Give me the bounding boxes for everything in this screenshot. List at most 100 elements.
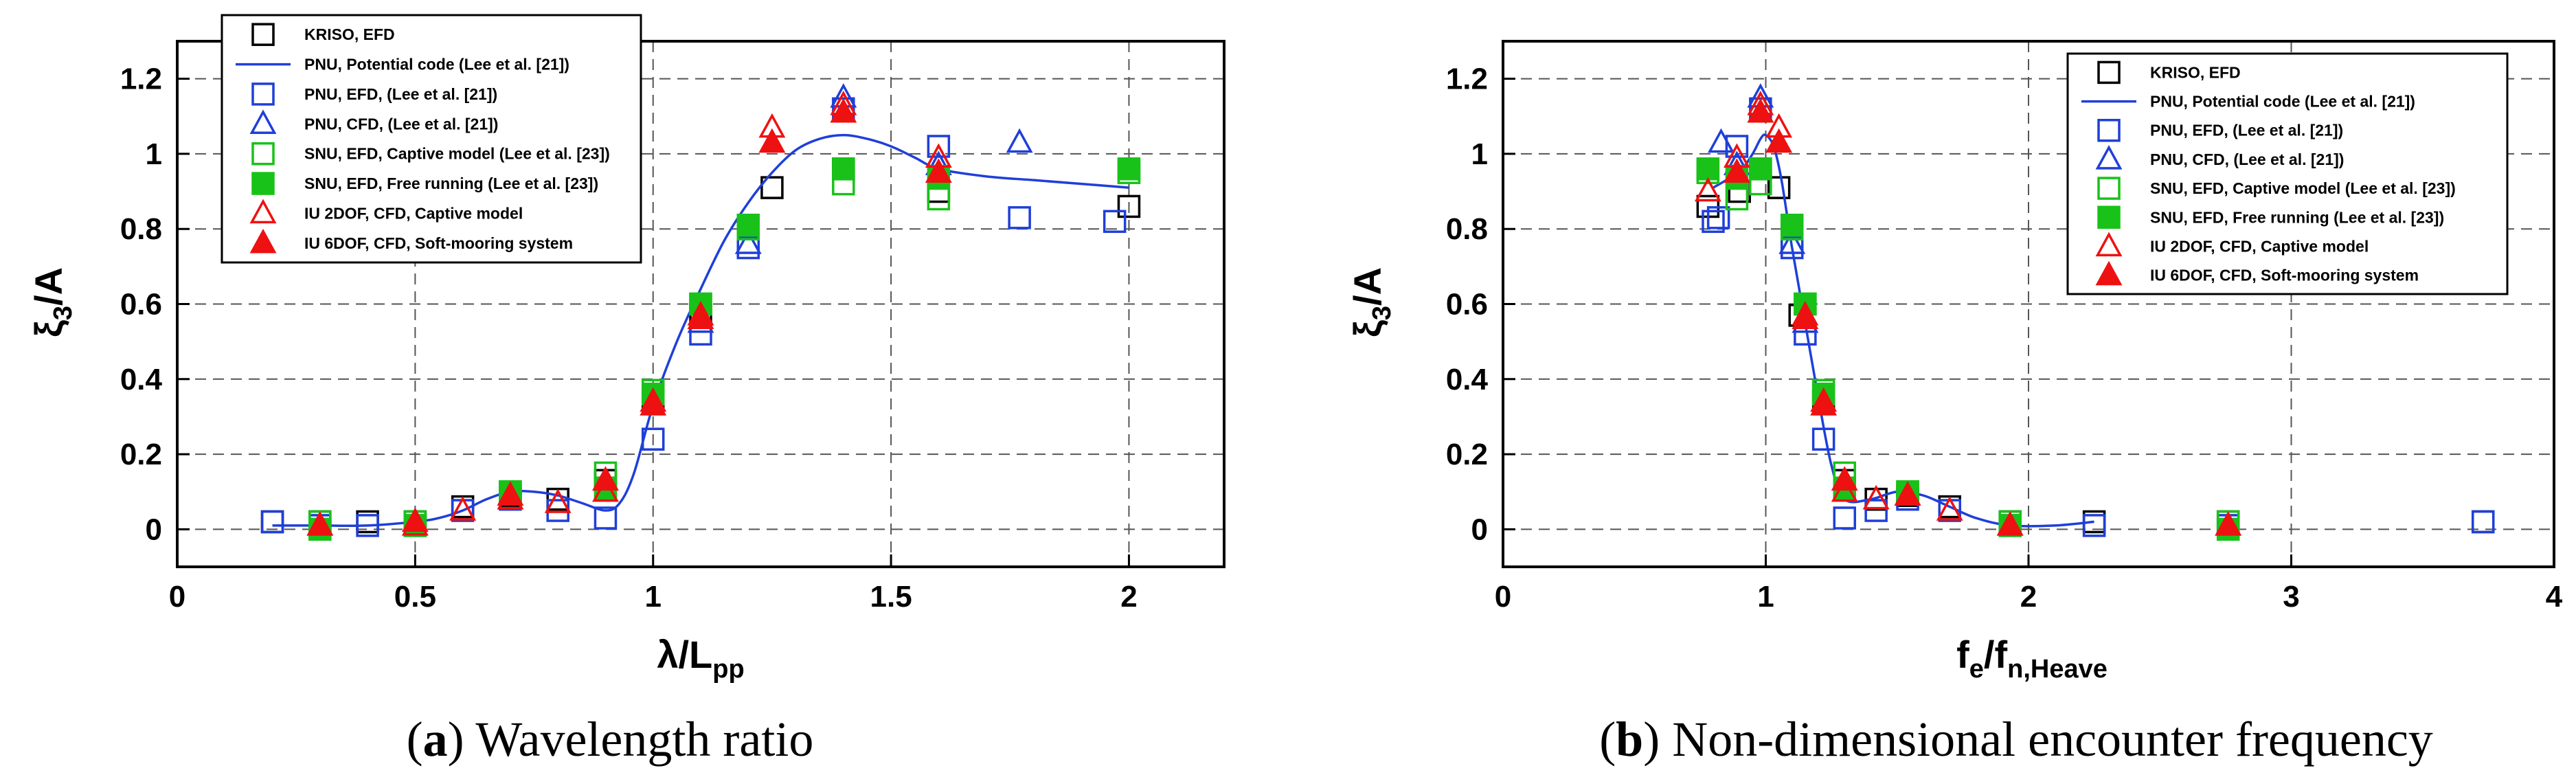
data-point-kriso_efd bbox=[1767, 176, 1791, 199]
data-point-snu_free bbox=[1696, 157, 1720, 181]
legend-label: PNU, EFD, (Lee et al. [21]) bbox=[304, 85, 497, 103]
x-tick-label: 3 bbox=[2283, 580, 2299, 614]
legend-entry-pnu_potential: PNU, Potential code (Lee et al. [21]) bbox=[236, 56, 569, 74]
data-point-kriso_efd bbox=[760, 176, 784, 199]
y-tick-label: 0.2 bbox=[120, 438, 162, 471]
legend-entry-iu_6dof: IU 6DOF, CFD, Soft-mooring system bbox=[2095, 260, 2419, 286]
legend-swatch-iu_2dof bbox=[2095, 232, 2123, 257]
y-tick-label: 0.2 bbox=[1446, 438, 1488, 471]
legend-label: PNU, Potential code (Lee et al. [21]) bbox=[304, 56, 569, 74]
data-point-pnu_efd bbox=[260, 510, 284, 534]
legend-entry-snu_free: SNU, EFD, Free running (Lee et al. [23]) bbox=[251, 172, 598, 195]
data-point-pnu_efd bbox=[1833, 506, 1856, 530]
legend-box bbox=[221, 14, 642, 264]
y-tick-label: 0.6 bbox=[1446, 288, 1488, 322]
legend-entry-kriso_efd: KRISO, EFD bbox=[251, 23, 395, 46]
y-axis-label: ξ3/A bbox=[1346, 267, 1397, 337]
y-tick-label: 0 bbox=[146, 513, 162, 546]
x-tick-label: 0 bbox=[1495, 580, 1511, 614]
y-tick-label: 1.2 bbox=[120, 63, 162, 96]
data-point-iu_6dof bbox=[592, 466, 619, 491]
data-point-snu_free bbox=[1117, 157, 1141, 181]
x-tick-label: 2 bbox=[2020, 580, 2037, 614]
legend-label: IU 6DOF, CFD, Soft-mooring system bbox=[2150, 267, 2419, 284]
y-tick-label: 0.8 bbox=[1446, 212, 1488, 246]
data-point-iu_6dof bbox=[1996, 510, 2024, 536]
y-tick-label: 1.2 bbox=[1446, 63, 1488, 96]
legend: KRISO, EFD PNU, Potential code (Lee et al… bbox=[2066, 52, 2509, 295]
data-point-pnu_cfd bbox=[1006, 128, 1033, 153]
x-tick-label: 0 bbox=[169, 580, 185, 614]
data-point-snu_free bbox=[1749, 157, 1772, 181]
data-point-pnu_efd bbox=[641, 427, 665, 451]
data-point-iu_6dof bbox=[640, 391, 667, 416]
legend-entry-pnu_cfd: PNU, CFD, (Lee et al. [21]) bbox=[249, 109, 498, 135]
data-point-snu_free bbox=[1781, 214, 1804, 237]
x-tick-label: 1 bbox=[1757, 580, 1774, 614]
legend-label: IU 6DOF, CFD, Soft-mooring system bbox=[304, 234, 573, 252]
data-point-iu_2dof bbox=[1694, 177, 1721, 202]
x-tick-label: 4 bbox=[2546, 580, 2563, 614]
data-point-snu_captive bbox=[927, 187, 951, 211]
legend-label: PNU, CFD, (Lee et al. [21]) bbox=[2150, 150, 2344, 168]
legend-swatch-snu_captive bbox=[251, 142, 275, 166]
data-point-pnu_cfd bbox=[734, 229, 762, 254]
y-tick-label: 0.4 bbox=[120, 363, 163, 396]
data-point-pnu_efd bbox=[1706, 206, 1730, 229]
series-pnu_potential bbox=[272, 133, 1129, 528]
legend-label: SNU, EFD, Free running (Lee et al. [23]) bbox=[2150, 208, 2444, 226]
legend-swatch-snu_free bbox=[251, 172, 275, 195]
data-point-pnu_efd bbox=[736, 236, 760, 260]
axis-ticks: 0 0.5 1 1.5 2 0 0.2 0.4 0.6 0.8 1 1.2 bbox=[120, 63, 1138, 614]
legend-entry-pnu_cfd: PNU, CFD, (Lee et al. [21]) bbox=[2095, 145, 2344, 170]
data-point-kriso_efd bbox=[1117, 194, 1141, 218]
legend-entry-kriso_efd: KRISO, EFD bbox=[2097, 60, 2241, 85]
data-point-iu_6dof bbox=[758, 128, 786, 153]
legend-label: KRISO, EFD bbox=[304, 25, 395, 43]
legend-entry-snu_captive: SNU, EFD, Captive model (Lee et al. [23]… bbox=[251, 142, 610, 166]
data-point-iu_6dof bbox=[1747, 98, 1774, 123]
y-tick-label: 0 bbox=[1471, 513, 1488, 546]
data-point-pnu_efd bbox=[1725, 135, 1749, 158]
axis-ticks: 0 1 2 3 4 0 0.2 0.4 0.6 0.8 1 1.2 bbox=[1446, 63, 2563, 614]
legend-label: PNU, EFD, (Lee et al. [21]) bbox=[2150, 122, 2343, 139]
legend-entry-snu_captive: SNU, EFD, Captive model (Lee et al. [23]… bbox=[2097, 177, 2456, 200]
x-axis-label: fe/fn,Heave bbox=[1956, 633, 2108, 684]
data-point-iu_6dof bbox=[306, 510, 334, 536]
legend-swatch-iu_2dof bbox=[249, 199, 277, 224]
data-point-pnu_efd bbox=[2471, 510, 2495, 534]
legend-label: PNU, Potential code (Lee et al. [21]) bbox=[2150, 93, 2415, 111]
x-tick-label: 2 bbox=[1120, 580, 1137, 614]
data-point-pnu_cfd bbox=[1708, 128, 1735, 153]
data-point-iu_6dof bbox=[1765, 128, 1793, 153]
data-point-pnu_efd bbox=[2082, 514, 2106, 537]
x-tick-label: 1.5 bbox=[870, 580, 912, 614]
data-point-iu_6dof bbox=[401, 507, 429, 532]
data-point-iu_6dof bbox=[1792, 304, 1819, 330]
legend-swatch-kriso_efd bbox=[251, 23, 275, 46]
legend-swatch-pnu_efd bbox=[251, 82, 275, 106]
data-point-iu_6dof bbox=[830, 98, 857, 123]
y-tick-label: 1 bbox=[146, 137, 162, 171]
data-point-pnu_cfd bbox=[1778, 229, 1806, 254]
legend-swatch-snu_captive bbox=[2097, 177, 2121, 200]
data-point-iu_2dof bbox=[449, 496, 477, 521]
data-point-pnu_efd bbox=[1008, 206, 1031, 229]
data-point-pnu_efd bbox=[927, 135, 951, 158]
legend-label: SNU, EFD, Captive model (Lee et al. [23]… bbox=[304, 145, 610, 163]
legend-label: KRISO, EFD bbox=[2150, 63, 2241, 81]
data-point-iu_6dof bbox=[1810, 391, 1838, 416]
series-pnu_cfd bbox=[687, 83, 1033, 333]
x-tick-label: 0.5 bbox=[394, 580, 436, 614]
legend-label: IU 2DOF, CFD, Captive model bbox=[2150, 237, 2369, 255]
legend-entry-iu_2dof: IU 2DOF, CFD, Captive model bbox=[2095, 232, 2369, 257]
legend-entry-snu_free: SNU, EFD, Free running (Lee et al. [23]) bbox=[2097, 205, 2444, 229]
data-point-iu_6dof bbox=[1831, 466, 1858, 491]
data-point-pnu_efd bbox=[1864, 499, 1888, 522]
y-axis-label: ξ3/A bbox=[27, 267, 78, 337]
legend-entry-pnu_efd: PNU, EFD, (Lee et al. [21]) bbox=[2097, 118, 2343, 142]
data-point-pnu_efd bbox=[1781, 236, 1804, 260]
legend-swatch-snu_free bbox=[2097, 205, 2121, 229]
legend-label: SNU, EFD, Free running (Lee et al. [23]) bbox=[304, 175, 598, 192]
